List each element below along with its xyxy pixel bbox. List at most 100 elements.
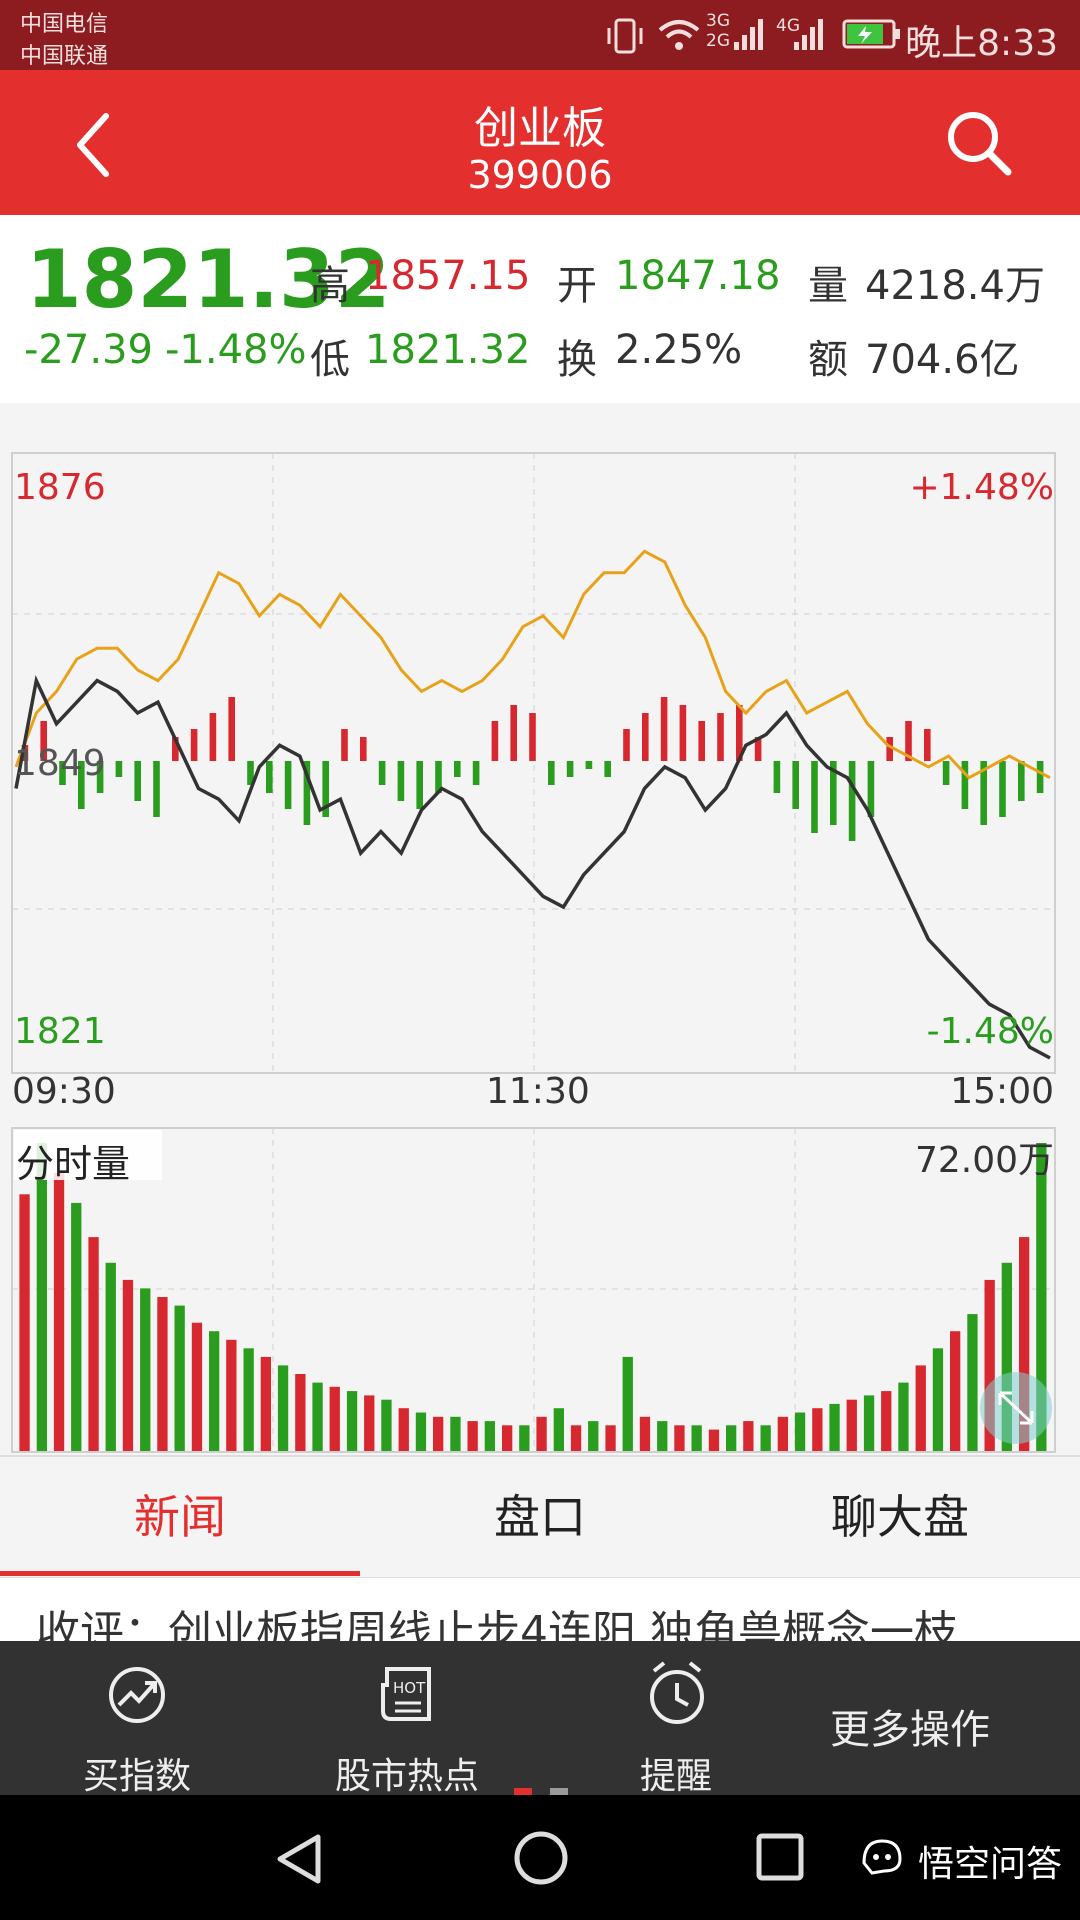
diff-bar (59, 761, 66, 785)
diff-bar (623, 729, 630, 761)
diff-bar (867, 761, 875, 817)
diff-bar (830, 761, 837, 825)
high-value: 1857.15 (365, 253, 531, 299)
volume-bar (415, 1412, 427, 1451)
volume-bar (794, 1412, 806, 1451)
diff-bar (942, 761, 950, 785)
y-axis-bottom-label: 1821 (14, 1011, 106, 1052)
y-axis-mid-label: 1849 (14, 743, 106, 784)
volume-bar (105, 1262, 116, 1451)
diff-bar (172, 737, 179, 761)
diff-bar (980, 761, 987, 825)
volume-bar (898, 1382, 909, 1451)
diff-bar (679, 705, 687, 761)
volume-label: 量 (808, 263, 848, 309)
volume-bar (881, 1391, 892, 1451)
battery-icon (842, 19, 900, 49)
diff-bar (1018, 761, 1025, 801)
tab-bar: 新闻 盘口 聊大盘 (0, 1455, 1080, 1579)
diff-bar (284, 761, 292, 809)
news-list[interactable]: 收评：创业板指周线止步4连阳 独角兽概念一枝 (0, 1577, 1080, 1642)
diff-bar (454, 761, 461, 777)
volume-bar (433, 1416, 444, 1451)
open-label: 开 (557, 263, 597, 309)
x-axis-label-mid: 11:30 (486, 1071, 590, 1112)
diff-bar (1036, 761, 1044, 793)
volume-bar (53, 1172, 65, 1451)
system-nav-bar: 悟空问答 (0, 1795, 1080, 1920)
volume-bar (553, 1408, 564, 1451)
diff-bar (78, 761, 85, 809)
signal-icon-2 (794, 19, 823, 50)
diff-bar (754, 737, 762, 761)
more-actions-button[interactable]: 更多操作 (830, 1707, 990, 1753)
volume-bar (760, 1425, 771, 1451)
diff-bar (848, 761, 856, 841)
volume-bar (536, 1416, 547, 1451)
alarm-clock-icon (650, 1661, 704, 1724)
buy-index-button[interactable]: 买指数 (17, 1641, 257, 1797)
intraday-chart[interactable]: 1876 1849 1821 +1.48% -1.48% 09:30 11:30… (0, 403, 1080, 1455)
recents-icon[interactable] (754, 1831, 806, 1883)
volume-bar (226, 1339, 237, 1451)
wukong-watermark: 悟空问答 (917, 1844, 1062, 1885)
diff-bar (190, 729, 198, 761)
volume-bar (381, 1399, 392, 1451)
market-hot-button[interactable]: HOT 股市热点 (287, 1641, 527, 1797)
chevron-left-icon[interactable] (70, 110, 120, 180)
vibrate-icon (607, 18, 643, 54)
diff-bar (585, 761, 593, 769)
tab-news[interactable]: 新闻 (134, 1490, 226, 1544)
back-icon[interactable] (272, 1831, 326, 1887)
volume-bar (605, 1425, 616, 1451)
pct-bottom-label: -1.48% (926, 1011, 1054, 1052)
tab-order-book[interactable]: 盘口 (494, 1490, 586, 1544)
diff-bar (566, 761, 574, 777)
diff-bar (792, 761, 799, 809)
news-headline[interactable]: 收评：创业板指周线止步4连阳 独角兽概念一枝 (36, 1607, 958, 1642)
volume-bar (932, 1348, 944, 1451)
volume-bar (777, 1416, 788, 1451)
diff-bar (660, 697, 668, 761)
diff-bar (698, 721, 705, 761)
chart-svg[interactable] (0, 403, 1080, 1455)
diff-bar (416, 761, 423, 809)
hot-badge: HOT (393, 1679, 426, 1697)
volume-bar (71, 1202, 82, 1451)
diff-bar (435, 761, 442, 793)
diff-bar (40, 721, 47, 761)
wifi-icon (658, 20, 700, 50)
volume-bar (191, 1322, 203, 1451)
reminder-button[interactable]: 提醒 (556, 1641, 796, 1797)
low-label: 低 (310, 337, 350, 383)
open-value: 1847.18 (615, 253, 781, 299)
low-value: 1821.32 (365, 327, 531, 373)
volume-bar (691, 1425, 702, 1451)
volume-bar (174, 1305, 185, 1451)
diff-bar (510, 705, 517, 761)
active-tab-indicator (0, 1571, 360, 1576)
tab-chat[interactable]: 聊大盘 (831, 1490, 969, 1544)
diff-bar (604, 761, 611, 777)
home-icon[interactable] (512, 1829, 570, 1887)
page-indicator (514, 1788, 568, 1795)
y-axis-top-label: 1876 (14, 467, 106, 508)
diff-bar (134, 761, 141, 801)
x-axis-label-start: 09:30 (12, 1071, 116, 1112)
clock: 晚上8:33 (905, 23, 1058, 64)
volume-bar (743, 1421, 754, 1451)
volume-bar (346, 1391, 358, 1451)
diff-bar (717, 713, 724, 761)
diff-bar (341, 729, 348, 761)
diff-bar (961, 761, 969, 809)
volume-bar (519, 1425, 530, 1451)
volume-max-label: 72.00万 (914, 1140, 1054, 1181)
search-icon[interactable] (944, 108, 1014, 178)
volume-bar (639, 1416, 651, 1451)
buy-index-label: 买指数 (82, 1756, 191, 1797)
average-price-line (14, 549, 1051, 780)
price-line (14, 674, 1051, 1060)
diff-bar (209, 713, 217, 761)
pct-top-label: +1.48% (909, 467, 1054, 508)
app-header: 创业板 399006 (0, 70, 1080, 215)
